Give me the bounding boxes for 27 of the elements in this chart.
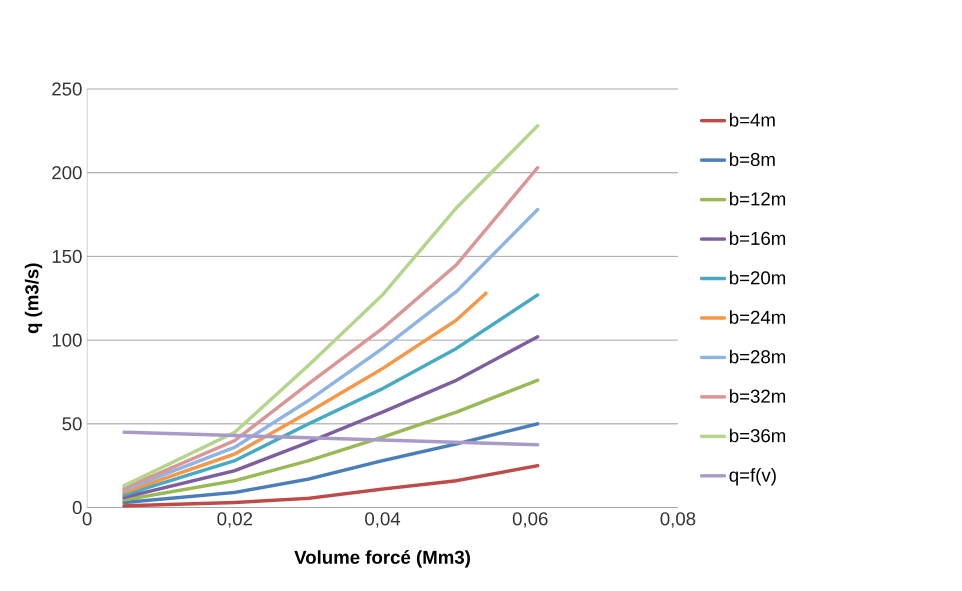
legend-label: b=16m	[730, 231, 786, 246]
x-tick-label: 0	[82, 512, 92, 526]
legend-label: q=f(v)	[730, 468, 776, 486]
x-tick-label: 0,06	[512, 512, 548, 528]
legend-label: b=28m	[730, 350, 786, 364]
x-tick-label: 0,08	[660, 512, 696, 528]
line-series	[122, 464, 540, 508]
y-tick-label: 150	[52, 250, 82, 264]
x-tick-label: 0,02	[217, 512, 252, 528]
line-series	[122, 378, 540, 502]
legend-label: b=4m	[730, 113, 775, 127]
y-axis-title: q (m3/s)	[24, 264, 42, 334]
legend-label: b=24m	[730, 310, 786, 324]
y-tick-label: 0	[72, 500, 82, 514]
legend-label: b=32m	[730, 389, 786, 403]
y-tick-label: 100	[52, 334, 82, 347]
legend-label: b=36m	[730, 428, 786, 442]
line-series	[122, 422, 540, 504]
legend-label: b=12m	[730, 192, 786, 206]
line-series	[122, 335, 540, 500]
y-tick-label: 50	[62, 417, 82, 430]
x-axis-title: Volume forcé (Mm3)	[294, 550, 470, 568]
legend-label: b=20m	[730, 270, 786, 285]
y-tick-label: 250	[52, 82, 82, 96]
y-tick-label: 200	[52, 166, 82, 180]
legend-label: b=8m	[730, 152, 775, 166]
x-tick-label: 0,04	[365, 512, 400, 528]
